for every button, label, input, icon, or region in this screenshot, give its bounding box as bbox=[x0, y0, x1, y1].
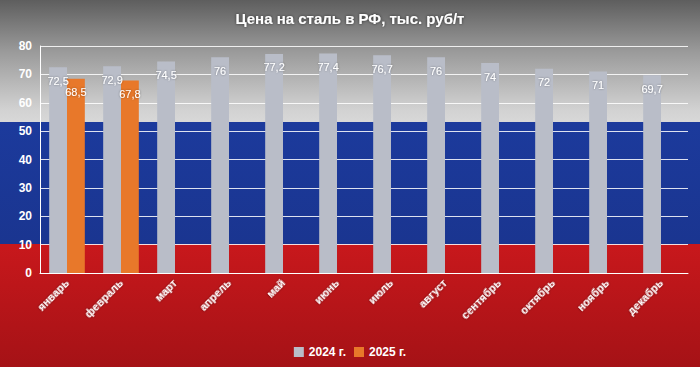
svg-text:76,7: 76,7 bbox=[371, 63, 392, 75]
svg-text:2025 г.: 2025 г. bbox=[369, 345, 406, 359]
svg-text:ноябрь: ноябрь bbox=[575, 277, 612, 314]
svg-text:68,5: 68,5 bbox=[65, 86, 86, 98]
svg-text:72: 72 bbox=[538, 76, 550, 88]
svg-text:70: 70 bbox=[19, 67, 33, 81]
svg-text:77,4: 77,4 bbox=[317, 61, 338, 73]
svg-text:Цена на сталь в РФ, тыс. руб/т: Цена на сталь в РФ, тыс. руб/т bbox=[236, 10, 465, 27]
svg-text:71: 71 bbox=[592, 79, 604, 91]
svg-text:69,7: 69,7 bbox=[641, 83, 662, 95]
svg-text:2024 г.: 2024 г. bbox=[309, 345, 346, 359]
svg-text:60: 60 bbox=[19, 96, 33, 110]
svg-text:50: 50 bbox=[19, 124, 33, 138]
svg-text:72,5: 72,5 bbox=[47, 75, 68, 87]
svg-text:март: март bbox=[152, 276, 179, 303]
svg-text:сентябрь: сентябрь bbox=[459, 277, 504, 322]
svg-text:72,9: 72,9 bbox=[101, 74, 122, 86]
svg-text:30: 30 bbox=[19, 181, 33, 195]
svg-text:40: 40 bbox=[19, 153, 33, 167]
svg-text:10: 10 bbox=[19, 238, 33, 252]
svg-text:76: 76 bbox=[214, 65, 226, 77]
svg-text:77,2: 77,2 bbox=[263, 61, 284, 73]
svg-text:январь: январь bbox=[35, 277, 71, 313]
svg-text:74,5: 74,5 bbox=[155, 69, 176, 81]
svg-text:74: 74 bbox=[484, 71, 496, 83]
svg-text:76: 76 bbox=[430, 65, 442, 77]
svg-text:67,8: 67,8 bbox=[119, 88, 140, 100]
svg-text:февраль: февраль bbox=[82, 277, 125, 320]
svg-text:май: май bbox=[264, 277, 287, 300]
svg-text:июль: июль bbox=[366, 277, 396, 307]
svg-text:август: август bbox=[416, 276, 450, 310]
svg-text:0: 0 bbox=[25, 266, 32, 280]
svg-text:июнь: июнь bbox=[312, 277, 342, 307]
svg-text:октябрь: октябрь bbox=[517, 277, 557, 317]
svg-text:апрель: апрель bbox=[197, 277, 233, 313]
svg-text:80: 80 bbox=[19, 39, 33, 53]
svg-text:20: 20 bbox=[19, 209, 33, 223]
svg-text:декабрь: декабрь bbox=[625, 277, 665, 317]
